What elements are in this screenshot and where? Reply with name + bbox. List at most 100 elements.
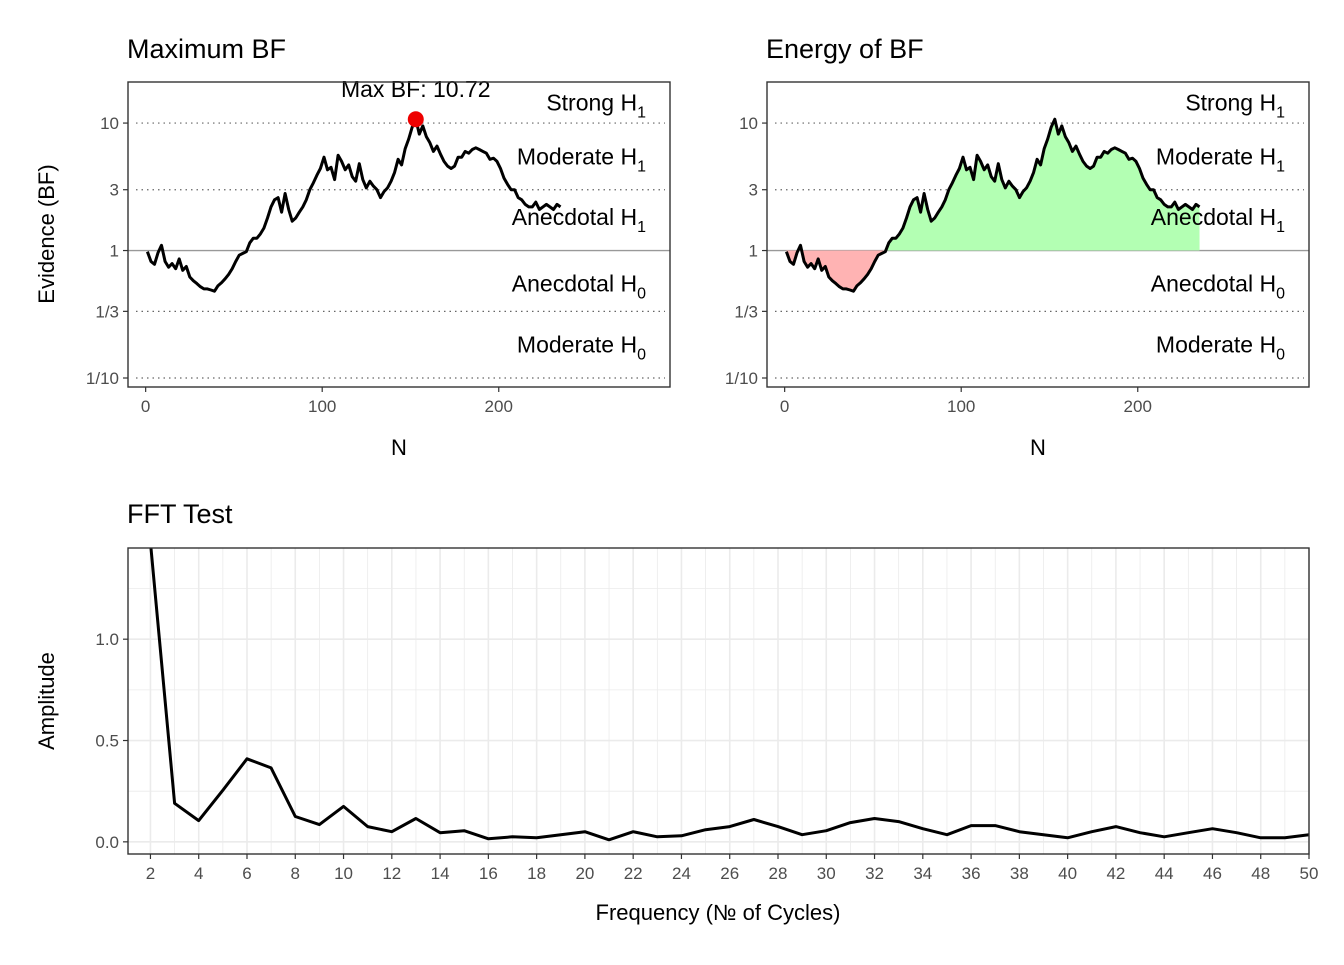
x-tick-label: 100 <box>947 397 975 416</box>
zone-label: Strong H1 <box>1185 90 1285 122</box>
x-tick-label: 24 <box>672 864 691 883</box>
fft-x-label: Frequency (№ of Cycles) <box>596 900 841 925</box>
energy-bf-data <box>784 117 1201 293</box>
max-bf-panel-border <box>127 81 671 388</box>
zone-label-subscript: 1 <box>1276 159 1285 176</box>
y-tick-label: 1/3 <box>95 302 119 321</box>
zone-label: Moderate H1 <box>517 144 646 176</box>
zone-label-main: Moderate H <box>1156 144 1276 170</box>
energy-bf-title: Energy of BF <box>766 34 924 64</box>
zone-label-main: Moderate H <box>517 144 637 170</box>
x-tick-label: 38 <box>1010 864 1029 883</box>
x-tick-label: 200 <box>1124 397 1152 416</box>
x-tick-label: 50 <box>1300 864 1319 883</box>
x-tick-label: 14 <box>431 864 450 883</box>
x-tick-label: 2 <box>146 864 155 883</box>
y-tick-label: 10 <box>739 114 758 133</box>
x-tick-label: 28 <box>769 864 788 883</box>
zone-label-main: Strong H <box>546 90 637 116</box>
fft-plot-area <box>128 548 1309 854</box>
y-tick-label: 3 <box>749 181 758 200</box>
x-tick-label: 44 <box>1155 864 1174 883</box>
y-tick-label: 1 <box>749 242 758 261</box>
x-tick-label: 8 <box>291 864 300 883</box>
max-bf-x-label: N <box>391 435 407 460</box>
zone-label-main: Anecdotal H <box>1151 204 1276 230</box>
y-tick-label: 1/10 <box>86 369 119 388</box>
fft-grid <box>128 548 1310 854</box>
zone-label-subscript: 1 <box>1276 219 1285 236</box>
max-bf-x-axis: 0 100 200 <box>141 387 513 416</box>
energy-bf-panel-border <box>766 81 1310 388</box>
zone-label-subscript: 0 <box>637 347 646 364</box>
fft-panel-border <box>127 547 1310 855</box>
bf-series-line <box>145 117 562 293</box>
zone-label-main: Moderate H <box>1156 332 1276 358</box>
y-tick-label: 1 <box>110 242 119 261</box>
zone-label-subscript: 1 <box>637 159 646 176</box>
energy-bf-x-axis: 0 100 200 <box>780 387 1152 416</box>
x-tick-label: 42 <box>1106 864 1125 883</box>
max-bf-annotation: Max BF: 10.72 <box>341 76 491 102</box>
max-bf-evidence-lines <box>128 122 670 379</box>
fft-panel: FFT Test 0.00.51.0 2 4 6 8 10 12 14 16 18 20 22 24 2… <box>34 499 1318 925</box>
x-tick-label: 34 <box>913 864 932 883</box>
energy-bf-x-label: N <box>1030 435 1046 460</box>
zone-label-main: Moderate H <box>517 332 637 358</box>
max-bf-y-axis: 1/10 1/3 1 3 10 <box>86 114 128 388</box>
zone-label-main: Strong H <box>1185 90 1276 116</box>
fft-x-axis: 2 4 6 8 10 12 14 16 18 20 22 24 26 28 30 32 34 36 38 40 42 44… <box>146 854 1319 883</box>
x-tick-label: 32 <box>865 864 884 883</box>
zone-label-subscript: 0 <box>637 286 646 303</box>
x-tick-label: 100 <box>308 397 336 416</box>
max-bf-title: Maximum BF <box>127 34 286 64</box>
zone-label: Moderate H1 <box>1156 144 1285 176</box>
y-tick-label: 3 <box>110 181 119 200</box>
fft-data <box>149 548 1309 842</box>
x-tick-label: 46 <box>1203 864 1222 883</box>
fft-title: FFT Test <box>127 499 233 529</box>
zone-label: Moderate H0 <box>517 332 646 364</box>
x-tick-label: 26 <box>720 864 739 883</box>
y-tick-label: 0.5 <box>95 732 119 751</box>
zone-label-subscript: 1 <box>1276 105 1285 122</box>
max-bf-data <box>145 111 562 293</box>
x-tick-label: 200 <box>485 397 513 416</box>
x-tick-label: 48 <box>1251 864 1270 883</box>
fft-amplitude-line <box>149 548 1309 842</box>
x-tick-label: 12 <box>382 864 401 883</box>
x-tick-label: 22 <box>624 864 643 883</box>
y-tick-label: 10 <box>100 114 119 133</box>
zone-label-main: Anecdotal H <box>1151 271 1276 297</box>
zone-label: Strong H1 <box>546 90 646 122</box>
zone-label: Anecdotal H1 <box>512 204 646 236</box>
y-tick-label: 0.0 <box>95 833 119 852</box>
x-tick-label: 36 <box>962 864 981 883</box>
zone-label: Anecdotal H0 <box>1151 271 1285 303</box>
max-bf-plot-area <box>128 82 670 387</box>
zone-label-subscript: 1 <box>637 219 646 236</box>
max-bf-y-label: Evidence (BF) <box>34 164 59 303</box>
x-tick-label: 6 <box>242 864 251 883</box>
bf-series-line <box>784 117 1201 293</box>
x-tick-label: 0 <box>141 397 150 416</box>
x-tick-label: 18 <box>527 864 546 883</box>
zone-label-subscript: 1 <box>637 105 646 122</box>
zone-label-subscript: 0 <box>1276 347 1285 364</box>
x-tick-label: 20 <box>575 864 594 883</box>
y-tick-label: 1/10 <box>725 369 758 388</box>
max-bf-point <box>407 111 424 128</box>
energy-bf-y-axis: 1/10 1/3 1 3 10 <box>725 114 767 388</box>
x-tick-label: 30 <box>817 864 836 883</box>
y-tick-label: 1/3 <box>734 302 758 321</box>
zone-label-main: Anecdotal H <box>512 204 637 230</box>
positive-energy-area <box>798 119 1200 251</box>
zone-label: Anecdotal H1 <box>1151 204 1285 236</box>
fft-y-label: Amplitude <box>34 652 59 750</box>
y-tick-label: 1.0 <box>95 630 119 649</box>
